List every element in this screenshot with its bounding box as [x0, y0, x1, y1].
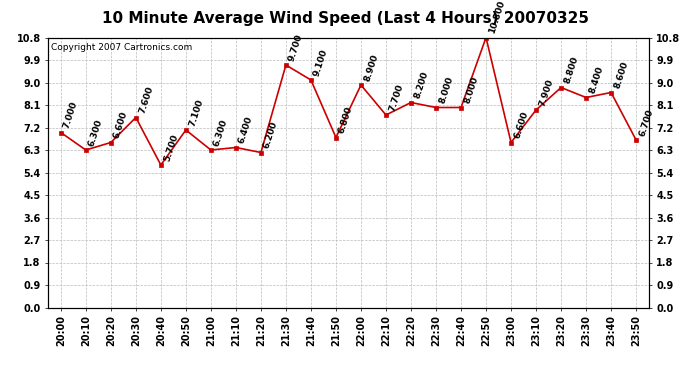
Text: 9.700: 9.700 [287, 33, 305, 62]
Text: 6.300: 6.300 [213, 118, 230, 147]
Text: 6.700: 6.700 [638, 108, 655, 137]
Text: 8.000: 8.000 [437, 75, 455, 105]
Text: 7.100: 7.100 [187, 98, 204, 127]
Text: 8.200: 8.200 [413, 70, 430, 100]
Text: 6.200: 6.200 [262, 120, 279, 150]
Text: 7.600: 7.600 [137, 85, 155, 115]
Text: 7.700: 7.700 [387, 82, 405, 112]
Text: 9.100: 9.100 [313, 48, 330, 77]
Text: 7.000: 7.000 [62, 100, 79, 130]
Text: 6.300: 6.300 [87, 118, 104, 147]
Text: 10.800: 10.800 [487, 0, 506, 35]
Text: 6.400: 6.400 [237, 115, 255, 145]
Text: 7.900: 7.900 [538, 78, 555, 107]
Text: 8.600: 8.600 [613, 60, 630, 90]
Text: Copyright 2007 Cartronics.com: Copyright 2007 Cartronics.com [51, 43, 193, 52]
Text: 10 Minute Average Wind Speed (Last 4 Hours) 20070325: 10 Minute Average Wind Speed (Last 4 Hou… [101, 11, 589, 26]
Text: 6.600: 6.600 [513, 110, 530, 140]
Text: 8.000: 8.000 [462, 75, 480, 105]
Text: 8.900: 8.900 [362, 53, 380, 82]
Text: 5.700: 5.700 [162, 133, 179, 162]
Text: 8.800: 8.800 [562, 55, 580, 85]
Text: 6.800: 6.800 [337, 105, 355, 135]
Text: 6.600: 6.600 [112, 110, 130, 140]
Text: 8.400: 8.400 [587, 65, 604, 95]
